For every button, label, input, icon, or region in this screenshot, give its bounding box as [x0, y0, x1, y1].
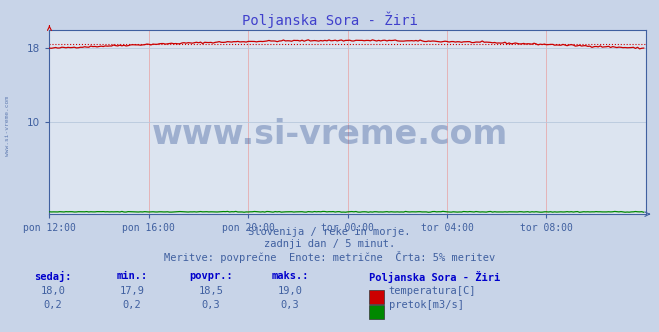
Text: min.:: min.:	[116, 271, 148, 281]
Text: Poljanska Sora - Žiri: Poljanska Sora - Žiri	[369, 271, 500, 283]
Text: www.si-vreme.com: www.si-vreme.com	[152, 118, 507, 151]
Text: pretok[m3/s]: pretok[m3/s]	[389, 300, 464, 310]
Text: temperatura[C]: temperatura[C]	[389, 286, 476, 295]
Text: 0,2: 0,2	[123, 300, 141, 310]
Text: Slovenija / reke in morje.: Slovenija / reke in morje.	[248, 227, 411, 237]
Text: Meritve: povprečne  Enote: metrične  Črta: 5% meritev: Meritve: povprečne Enote: metrične Črta:…	[164, 251, 495, 263]
Text: zadnji dan / 5 minut.: zadnji dan / 5 minut.	[264, 239, 395, 249]
Text: 18,0: 18,0	[40, 286, 65, 295]
Text: 18,5: 18,5	[198, 286, 223, 295]
Text: www.si-vreme.com: www.si-vreme.com	[5, 96, 11, 156]
Text: maks.:: maks.:	[272, 271, 308, 281]
Text: 17,9: 17,9	[119, 286, 144, 295]
Text: 19,0: 19,0	[277, 286, 302, 295]
Text: povpr.:: povpr.:	[189, 271, 233, 281]
Text: Poljanska Sora - Žiri: Poljanska Sora - Žiri	[242, 12, 417, 28]
Text: 0,3: 0,3	[202, 300, 220, 310]
Text: 0,2: 0,2	[43, 300, 62, 310]
Text: 0,3: 0,3	[281, 300, 299, 310]
Text: sedaj:: sedaj:	[34, 271, 71, 282]
